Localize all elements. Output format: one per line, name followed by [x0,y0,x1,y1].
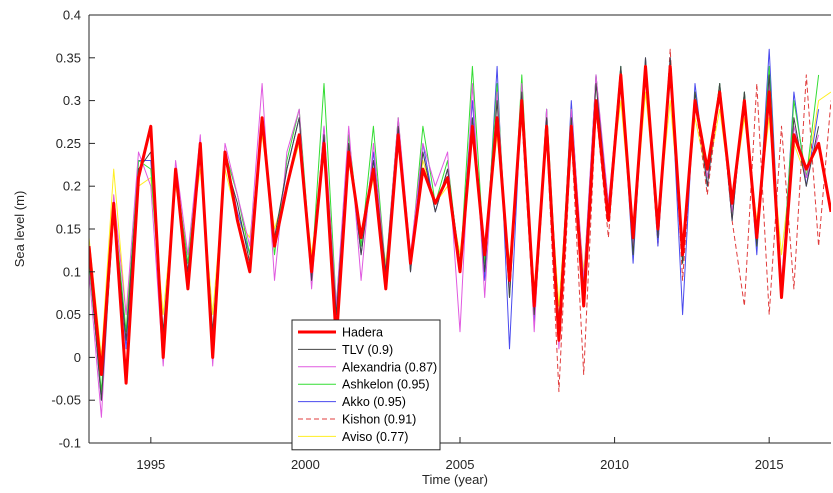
y-tick-label: -0.05 [51,393,81,408]
y-tick-label: -0.1 [59,436,81,451]
legend-label: Ashkelon (0.95) [342,378,430,392]
legend-box [291,319,441,451]
y-tick-label: 0.25 [56,136,81,151]
legend-label: Aviso (0.77) [342,430,408,444]
y-tick-label: 0.3 [63,93,81,108]
legend-label: Kishon (0.91) [342,413,416,427]
y-tick-label: 0 [74,350,81,365]
x-tick-label: 2005 [446,457,475,472]
series-line-0 [89,64,831,385]
y-tick-label: 0.2 [63,179,81,194]
ticks-layer: -0.1 -0.05 0 0.05 0.1 0.15 0.2 0.25 0.3 0.35 0.4 19… [51,8,783,473]
y-tick-label: 0.1 [63,264,81,279]
y-axis-label: Sea level (m) [12,191,27,268]
x-tick-label: 2015 [755,457,784,472]
y-tick-label: 0.15 [56,222,81,237]
y-tick-label: 0.05 [56,307,81,322]
y-tick-label: 0.35 [56,50,81,65]
legend-label: Akko (0.95) [342,395,406,409]
legend-label: Hadera [342,326,383,340]
series-layer [89,48,831,418]
legend-label: TLV (0.9) [342,343,393,357]
legend-label: Alexandria (0.87) [342,360,437,374]
x-tick-label: 2000 [291,457,320,472]
y-tick-label: 0.4 [63,8,81,23]
plot-area [89,15,831,443]
x-tick-label: 1995 [136,457,165,472]
legend: Hadera TLV (0.9) Alexandria (0.87) Ashkelon… [291,319,441,451]
x-tick-label: 2010 [600,457,629,472]
x-axis-label: Time (year) [422,472,488,487]
